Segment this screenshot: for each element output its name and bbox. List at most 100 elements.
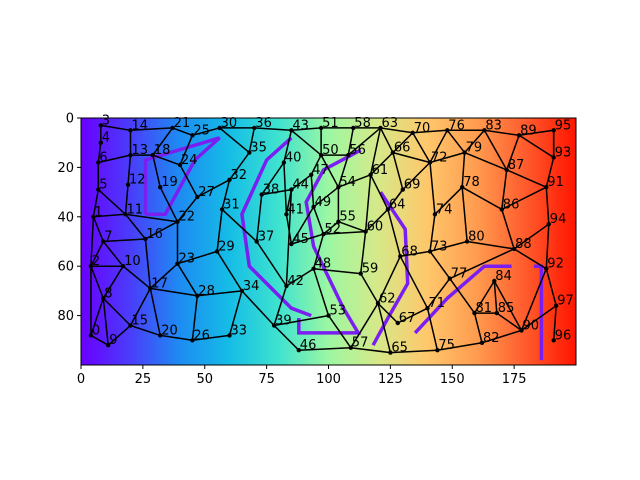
edge-73-74 bbox=[429, 214, 436, 252]
node-50 bbox=[318, 152, 324, 158]
node-label-80: 80 bbox=[468, 230, 485, 245]
node-44 bbox=[289, 187, 294, 192]
edge-62-67 bbox=[377, 302, 399, 324]
node-label-1: 1 bbox=[94, 205, 102, 220]
node-label-21: 21 bbox=[174, 116, 191, 131]
edge-24-25 bbox=[179, 135, 194, 166]
node-label-76: 76 bbox=[448, 118, 465, 133]
x-tick-label: 125 bbox=[378, 372, 403, 387]
y-tick-label: 40 bbox=[57, 210, 74, 225]
edge-75-71 bbox=[426, 308, 439, 351]
edge-52-60 bbox=[323, 230, 366, 235]
node-label-97: 97 bbox=[557, 294, 574, 309]
node-53 bbox=[326, 313, 331, 318]
edge-17-28 bbox=[150, 287, 198, 297]
node-label-59: 59 bbox=[362, 262, 379, 277]
x-tick-label: 175 bbox=[502, 372, 527, 387]
node-33 bbox=[227, 333, 232, 338]
edge-76-79 bbox=[446, 129, 466, 154]
edge-73-77 bbox=[429, 250, 451, 280]
edge-78-79 bbox=[461, 152, 466, 188]
node-28 bbox=[195, 293, 200, 298]
node-71 bbox=[425, 306, 430, 311]
node-90 bbox=[519, 328, 524, 333]
node-label-13: 13 bbox=[132, 143, 149, 158]
node-label-54: 54 bbox=[339, 175, 356, 190]
node-55 bbox=[336, 219, 341, 224]
node-12 bbox=[125, 182, 131, 187]
edge-63-66 bbox=[379, 127, 394, 153]
node-13 bbox=[128, 152, 133, 158]
edge-0-9 bbox=[90, 334, 109, 346]
node-87 bbox=[504, 167, 509, 173]
edge-11-12 bbox=[124, 184, 129, 215]
edge-49-54 bbox=[313, 186, 339, 208]
node-52 bbox=[321, 231, 326, 237]
edge-17-23 bbox=[149, 263, 179, 289]
node-75 bbox=[435, 348, 440, 353]
node-61 bbox=[368, 172, 373, 177]
node-label-10: 10 bbox=[124, 254, 141, 269]
x-tick-label: 100 bbox=[316, 372, 341, 387]
edge-52-55 bbox=[323, 221, 339, 235]
edge-8-9 bbox=[102, 298, 109, 346]
edge-49-52 bbox=[312, 206, 325, 235]
node-54 bbox=[336, 185, 341, 190]
node-66 bbox=[390, 150, 396, 155]
edge-52-48 bbox=[312, 233, 325, 269]
node-label-62: 62 bbox=[379, 291, 396, 306]
edge-89-93 bbox=[518, 134, 555, 159]
edge-11-16 bbox=[124, 213, 146, 240]
node-label-46: 46 bbox=[300, 338, 317, 353]
edge-86-91 bbox=[501, 186, 547, 211]
node-58 bbox=[351, 125, 356, 131]
edge-8-15 bbox=[102, 297, 132, 327]
y-tick-label: 60 bbox=[57, 260, 74, 275]
edge-14-3 bbox=[100, 124, 131, 132]
node-label-44: 44 bbox=[292, 178, 309, 193]
node-label-24: 24 bbox=[181, 153, 198, 168]
edge-90-97 bbox=[521, 305, 557, 332]
node-3 bbox=[98, 123, 104, 128]
edge-5-1 bbox=[92, 189, 100, 217]
node-label-30: 30 bbox=[221, 116, 238, 131]
edge-60-61 bbox=[364, 174, 372, 232]
node-label-layer: 0123456789101112131415161718192021222324… bbox=[92, 113, 574, 355]
node-69 bbox=[400, 187, 405, 192]
edge-2-8 bbox=[90, 265, 104, 299]
edge-16-17 bbox=[144, 238, 152, 289]
node-label-29: 29 bbox=[218, 239, 235, 254]
node-64 bbox=[385, 207, 391, 212]
edge-59-60 bbox=[359, 231, 367, 274]
edge-68-73 bbox=[400, 250, 431, 258]
node-label-33: 33 bbox=[231, 323, 248, 338]
x-tick-label: 25 bbox=[135, 372, 152, 387]
edge-91-93 bbox=[545, 157, 555, 188]
edge-4-6 bbox=[97, 142, 102, 163]
edge-50-54 bbox=[320, 154, 340, 188]
edge-84-90 bbox=[493, 280, 523, 331]
edge-24-27 bbox=[179, 164, 198, 198]
node-95 bbox=[551, 128, 556, 133]
node-88 bbox=[511, 246, 517, 252]
node-48 bbox=[311, 266, 316, 271]
node-label-31: 31 bbox=[223, 197, 240, 212]
node-label-47: 47 bbox=[312, 163, 329, 178]
edge-74-78 bbox=[434, 186, 463, 215]
node-label-70: 70 bbox=[414, 121, 431, 136]
node-93 bbox=[551, 155, 556, 160]
edge-88-92 bbox=[513, 248, 547, 270]
node-label-75: 75 bbox=[438, 338, 455, 353]
wall-segment-5 bbox=[413, 264, 512, 335]
node-label-56: 56 bbox=[349, 143, 366, 158]
node-80 bbox=[464, 239, 470, 244]
node-39 bbox=[271, 323, 277, 328]
edge-2-7 bbox=[90, 241, 104, 267]
node-label-58: 58 bbox=[354, 116, 371, 131]
edge-66-70 bbox=[392, 132, 414, 154]
edge-39-46 bbox=[273, 324, 300, 351]
node-34 bbox=[239, 288, 245, 294]
edge-14-21 bbox=[130, 127, 173, 132]
edge-35-32 bbox=[228, 152, 250, 181]
edge-62-65 bbox=[377, 303, 392, 353]
